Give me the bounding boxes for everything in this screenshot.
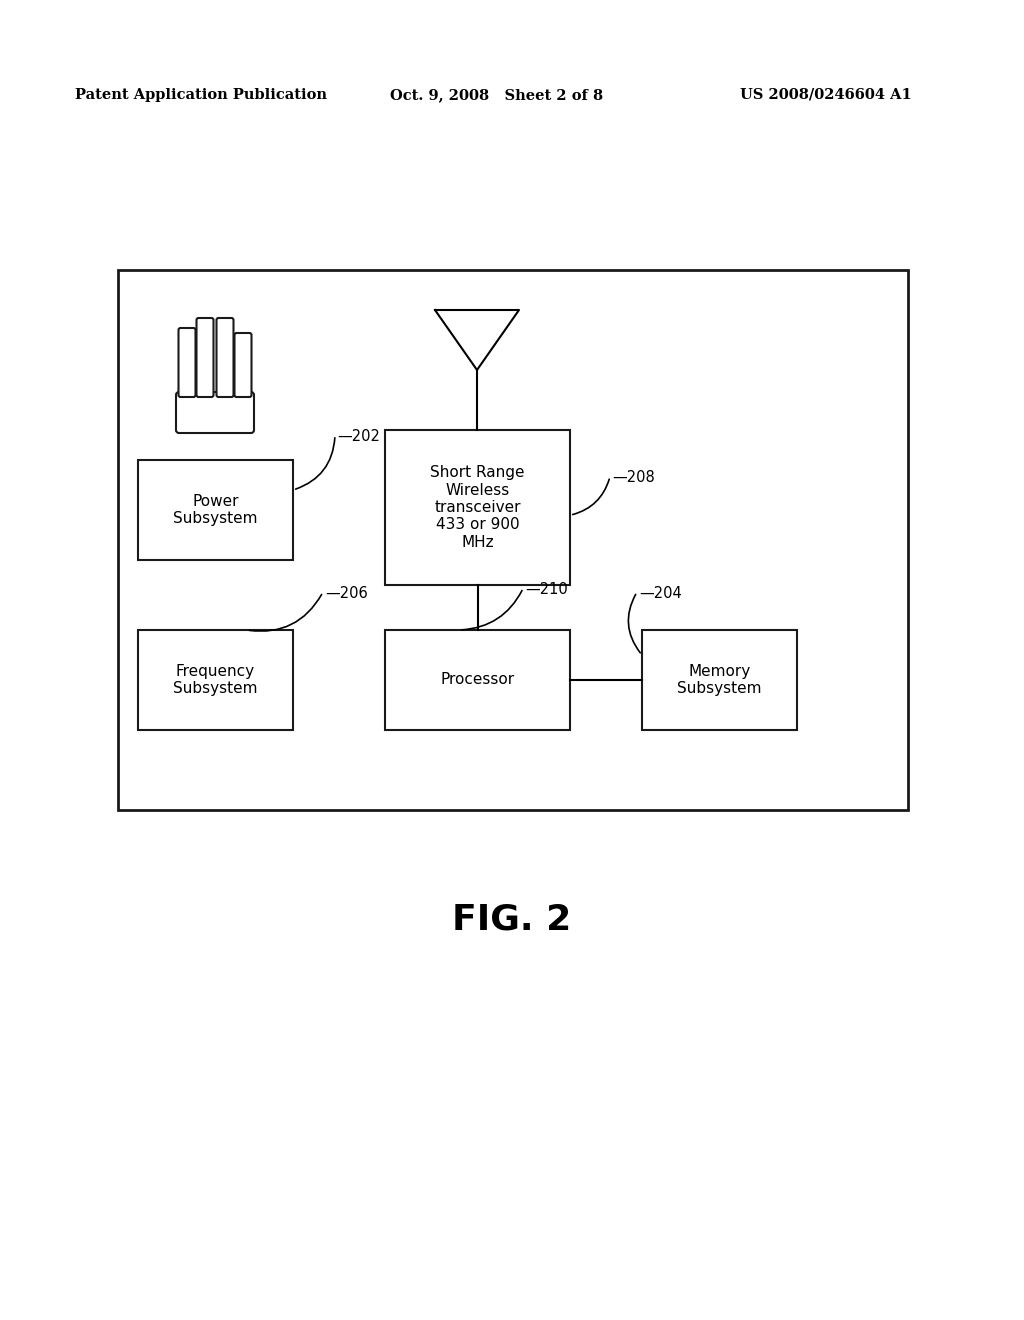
Bar xyxy=(138,630,293,730)
Text: Memory
Subsystem: Memory Subsystem xyxy=(677,664,762,696)
Bar xyxy=(118,271,908,810)
Bar xyxy=(385,630,570,730)
Text: Oct. 9, 2008   Sheet 2 of 8: Oct. 9, 2008 Sheet 2 of 8 xyxy=(390,88,603,102)
Text: —208: —208 xyxy=(612,470,654,486)
Text: FIG. 2: FIG. 2 xyxy=(453,903,571,937)
Text: —206: —206 xyxy=(325,586,368,601)
Bar xyxy=(138,459,293,560)
Text: Frequency
Subsystem: Frequency Subsystem xyxy=(173,664,258,696)
Text: Power
Subsystem: Power Subsystem xyxy=(173,494,258,527)
FancyBboxPatch shape xyxy=(178,327,196,397)
Text: —210: —210 xyxy=(525,582,568,597)
Text: Processor: Processor xyxy=(440,672,515,688)
FancyBboxPatch shape xyxy=(176,392,254,433)
Text: Patent Application Publication: Patent Application Publication xyxy=(75,88,327,102)
Text: —204: —204 xyxy=(639,586,682,601)
FancyBboxPatch shape xyxy=(234,333,252,397)
Bar xyxy=(642,630,797,730)
Text: —202: —202 xyxy=(337,429,380,444)
FancyBboxPatch shape xyxy=(216,318,233,397)
Text: Short Range
Wireless
transceiver
433 or 900
MHz: Short Range Wireless transceiver 433 or … xyxy=(430,465,524,550)
Text: US 2008/0246604 A1: US 2008/0246604 A1 xyxy=(740,88,911,102)
Bar xyxy=(385,430,570,585)
FancyBboxPatch shape xyxy=(197,318,213,397)
